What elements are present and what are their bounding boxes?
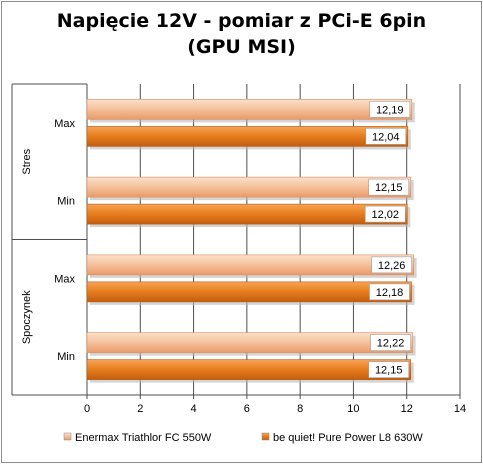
bar [86, 203, 408, 225]
x-tick-label: 10 [347, 403, 359, 415]
group-label: Spoczynek [21, 290, 33, 344]
category-label: Max [54, 118, 75, 130]
chart-title: Napięcie 12V - pomiar z PCi-E 6pin (GPU … [0, 8, 483, 60]
bar [86, 126, 409, 147]
chart-title-line-1: Napięcie 12V - pomiar z PCi-E 6pin [56, 10, 427, 32]
x-tick-label: 12 [401, 403, 413, 415]
data-label: 12,26 [378, 260, 406, 272]
data-label-box [368, 361, 410, 378]
x-tick-label: 6 [244, 403, 250, 415]
legend-label: be quiet! Pure Power L8 630W [273, 432, 423, 444]
bar [86, 281, 412, 303]
x-tick-label: 14 [454, 403, 466, 415]
data-label: 12,02 [371, 209, 399, 221]
data-label-box [369, 283, 410, 301]
legend-label: Enermax Triathlor FC 550W [75, 432, 212, 444]
bar [86, 332, 413, 353]
data-label: 12,15 [375, 182, 403, 194]
data-label-box [371, 256, 412, 274]
category-label: Min [57, 196, 75, 208]
x-tick-label: 2 [137, 403, 143, 415]
data-label-box [364, 205, 406, 223]
category-label: Min [57, 351, 75, 363]
data-label-box [369, 101, 411, 118]
legend-swatch [63, 432, 72, 441]
data-label: 12,04 [372, 131, 400, 143]
x-tick-label: 0 [84, 403, 90, 415]
chart-title-line-2: (GPU MSI) [187, 36, 296, 58]
data-label: 12,22 [377, 338, 405, 350]
data-label: 12,18 [376, 287, 404, 299]
data-label: 12,15 [375, 365, 403, 377]
legend-swatch [261, 432, 270, 441]
data-label-box [365, 128, 407, 145]
bar [86, 99, 413, 120]
data-label-box [368, 178, 410, 196]
bar [86, 254, 414, 276]
data-label: 12,19 [376, 104, 404, 116]
category-label: Max [54, 273, 75, 285]
bar [86, 359, 412, 380]
bar [86, 176, 412, 198]
data-label-box [370, 334, 411, 351]
x-tick-label: 8 [297, 403, 303, 415]
group-label: Stres [21, 148, 33, 174]
x-tick-label: 4 [191, 403, 197, 415]
